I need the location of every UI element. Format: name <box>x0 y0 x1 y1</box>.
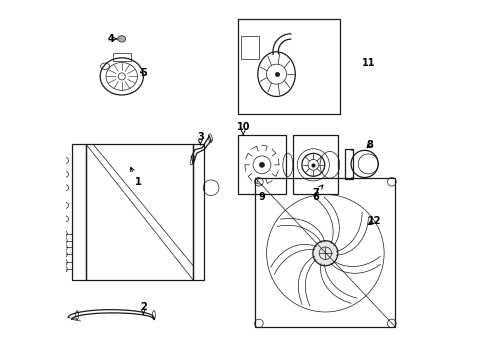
Text: 11: 11 <box>362 58 375 68</box>
Text: 6: 6 <box>312 192 319 202</box>
Text: 8: 8 <box>366 140 373 150</box>
Bar <box>113 53 131 60</box>
Bar <box>193 144 204 280</box>
Bar <box>72 144 86 280</box>
Bar <box>345 149 353 179</box>
Text: 9: 9 <box>259 192 266 202</box>
Text: 5: 5 <box>140 68 147 78</box>
Text: 12: 12 <box>368 216 381 226</box>
Ellipse shape <box>118 36 126 42</box>
Text: 2: 2 <box>140 302 147 315</box>
Circle shape <box>260 162 265 167</box>
Bar <box>238 135 286 194</box>
Text: 10: 10 <box>237 122 250 135</box>
Text: 7: 7 <box>312 185 323 198</box>
Text: 1: 1 <box>131 167 141 187</box>
Bar <box>242 36 259 59</box>
Bar <box>255 178 395 327</box>
Circle shape <box>313 241 338 266</box>
Text: 3: 3 <box>197 132 204 145</box>
Bar <box>86 144 193 280</box>
Text: 4: 4 <box>107 34 117 44</box>
Bar <box>238 19 340 114</box>
Bar <box>293 135 338 194</box>
